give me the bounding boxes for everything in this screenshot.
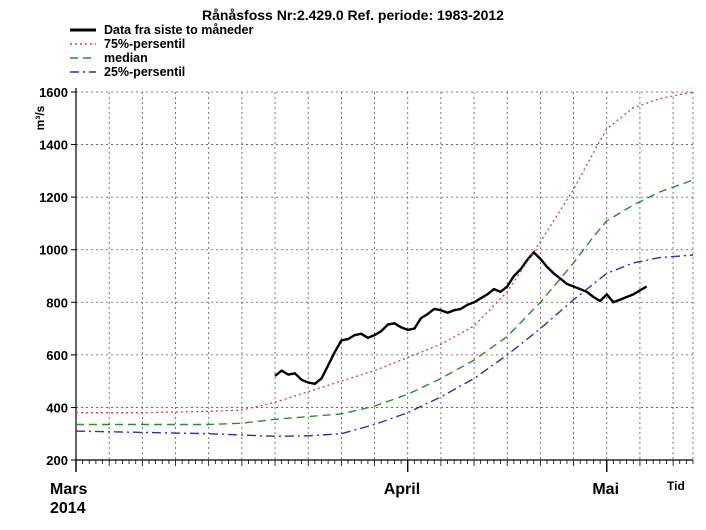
series-line — [76, 91, 694, 414]
legend-label: median — [104, 51, 148, 65]
y-tick-label: 1600 — [39, 85, 68, 100]
y-tick-label: 1000 — [39, 243, 68, 258]
series-line — [76, 179, 694, 426]
legend-label: 25%-persentil — [104, 65, 185, 79]
legend-label: Data fra siste to måneder — [104, 23, 253, 37]
legend: Data fra siste to måneder75%-persentilme… — [70, 23, 253, 79]
year-label: 2014 — [50, 500, 86, 517]
y-tick-label: 1400 — [39, 138, 68, 153]
x-axis-label: Tid — [667, 479, 685, 493]
legend-label: 75%-persentil — [104, 37, 185, 51]
chart-title: Rånåsfoss Nr:2.429.0 Ref. periode: 1983-… — [202, 7, 504, 23]
x-month-label: Mai — [592, 481, 619, 498]
y-axis-label: m³/s — [33, 105, 47, 130]
x-month-label: April — [384, 481, 420, 498]
y-tick-label: 600 — [46, 348, 68, 363]
y-tick-label: 1200 — [39, 190, 68, 205]
series-line — [274, 251, 648, 385]
y-tick-label: 200 — [46, 453, 68, 468]
series-group — [75, 91, 694, 437]
grid — [76, 91, 693, 460]
series-line — [75, 254, 694, 437]
y-tick-label: 400 — [46, 400, 68, 415]
tick-labels: 200 400 600 800 1000 1200 1400 1600 Mars April Mai — [39, 85, 619, 498]
axes — [71, 88, 694, 472]
y-tick-label: 800 — [46, 295, 68, 310]
x-month-label: Mars — [50, 481, 87, 498]
